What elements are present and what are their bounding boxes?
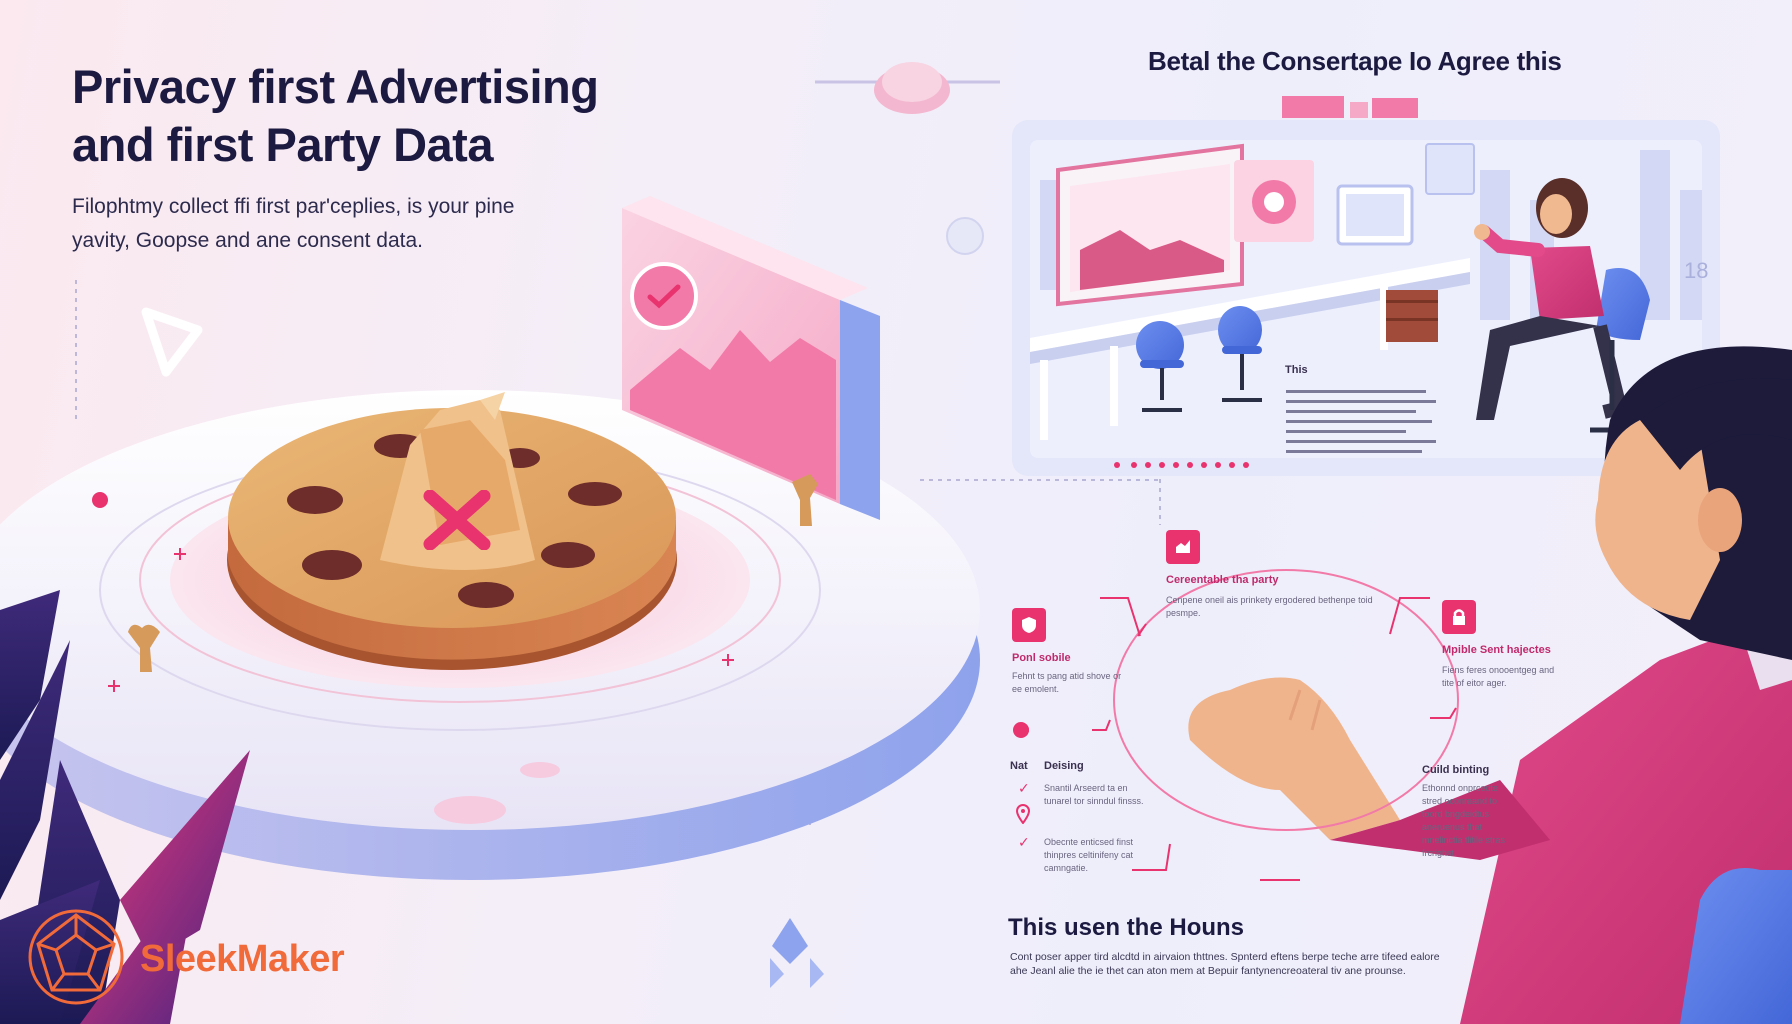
wall-number: 18: [1684, 258, 1709, 283]
page-subtitle: Filophtmy collect ffi first par'ceplies,…: [72, 190, 592, 258]
brand-name: SleekMaker: [140, 938, 345, 980]
node-right-lower-title: Cuild binting: [1422, 764, 1490, 776]
panel-caption: Betal the Consertape Io Agree this: [1148, 46, 1562, 76]
node-right-title: Mpible Sent hajectes: [1442, 644, 1551, 656]
node-right-lower-body: Ethonnd onprcedte stred oconreand to too…: [1422, 783, 1506, 858]
node-top-body: Cenpene oneil ais prinkety ergodered bet…: [1166, 595, 1373, 618]
office-text-block: [1286, 388, 1446, 466]
list-check-icon-2: ✓: [1018, 834, 1030, 850]
list-item-1: Snantil Arseerd ta en tunarel tor sinndu…: [1044, 783, 1144, 806]
list-header-a: Nat: [1010, 760, 1028, 772]
chart-icon: [1166, 530, 1200, 564]
title-line-1: Privacy first Advertising: [72, 60, 599, 113]
node-left-title: Ponl sobile: [1012, 652, 1071, 664]
subtitle-line-1: Filophtmy collect ffi first par'ceplies,…: [72, 195, 515, 218]
node-left-body: Fehnt ts pang atid shove or ee emolent.: [1012, 671, 1122, 694]
node-right-body: Fiens feres onooentgeg and tite of eitor…: [1442, 665, 1555, 688]
lock-icon: [1442, 600, 1476, 634]
office-label: This: [1285, 364, 1308, 376]
list-header-b: Deising: [1044, 760, 1084, 772]
subtitle-line-2: yavity, Goopse and ane consent data.: [72, 229, 424, 252]
section-body: Cont poser apper tird alcdtd in airvaion…: [1010, 951, 1440, 977]
cross-icon: [418, 489, 498, 551]
list-check-icon: ✓: [1018, 780, 1030, 796]
page-title: Privacy first Advertising and first Part…: [72, 58, 712, 174]
list-item-2: Obecnte enticsed finst thinpres celtinif…: [1044, 837, 1134, 873]
node-top-title: Cereentable tha party: [1166, 574, 1279, 586]
marker-dot: [1013, 722, 1029, 738]
brand-logo-icon: [30, 911, 122, 1003]
checkmark-icon: [630, 262, 698, 330]
title-line-2: and first Party Data: [72, 118, 493, 171]
section-heading: This usen the Houns: [1008, 914, 1245, 941]
shield-icon: [1012, 608, 1046, 642]
office-dots: [1112, 460, 1292, 470]
location-pin-icon: [1015, 804, 1031, 829]
